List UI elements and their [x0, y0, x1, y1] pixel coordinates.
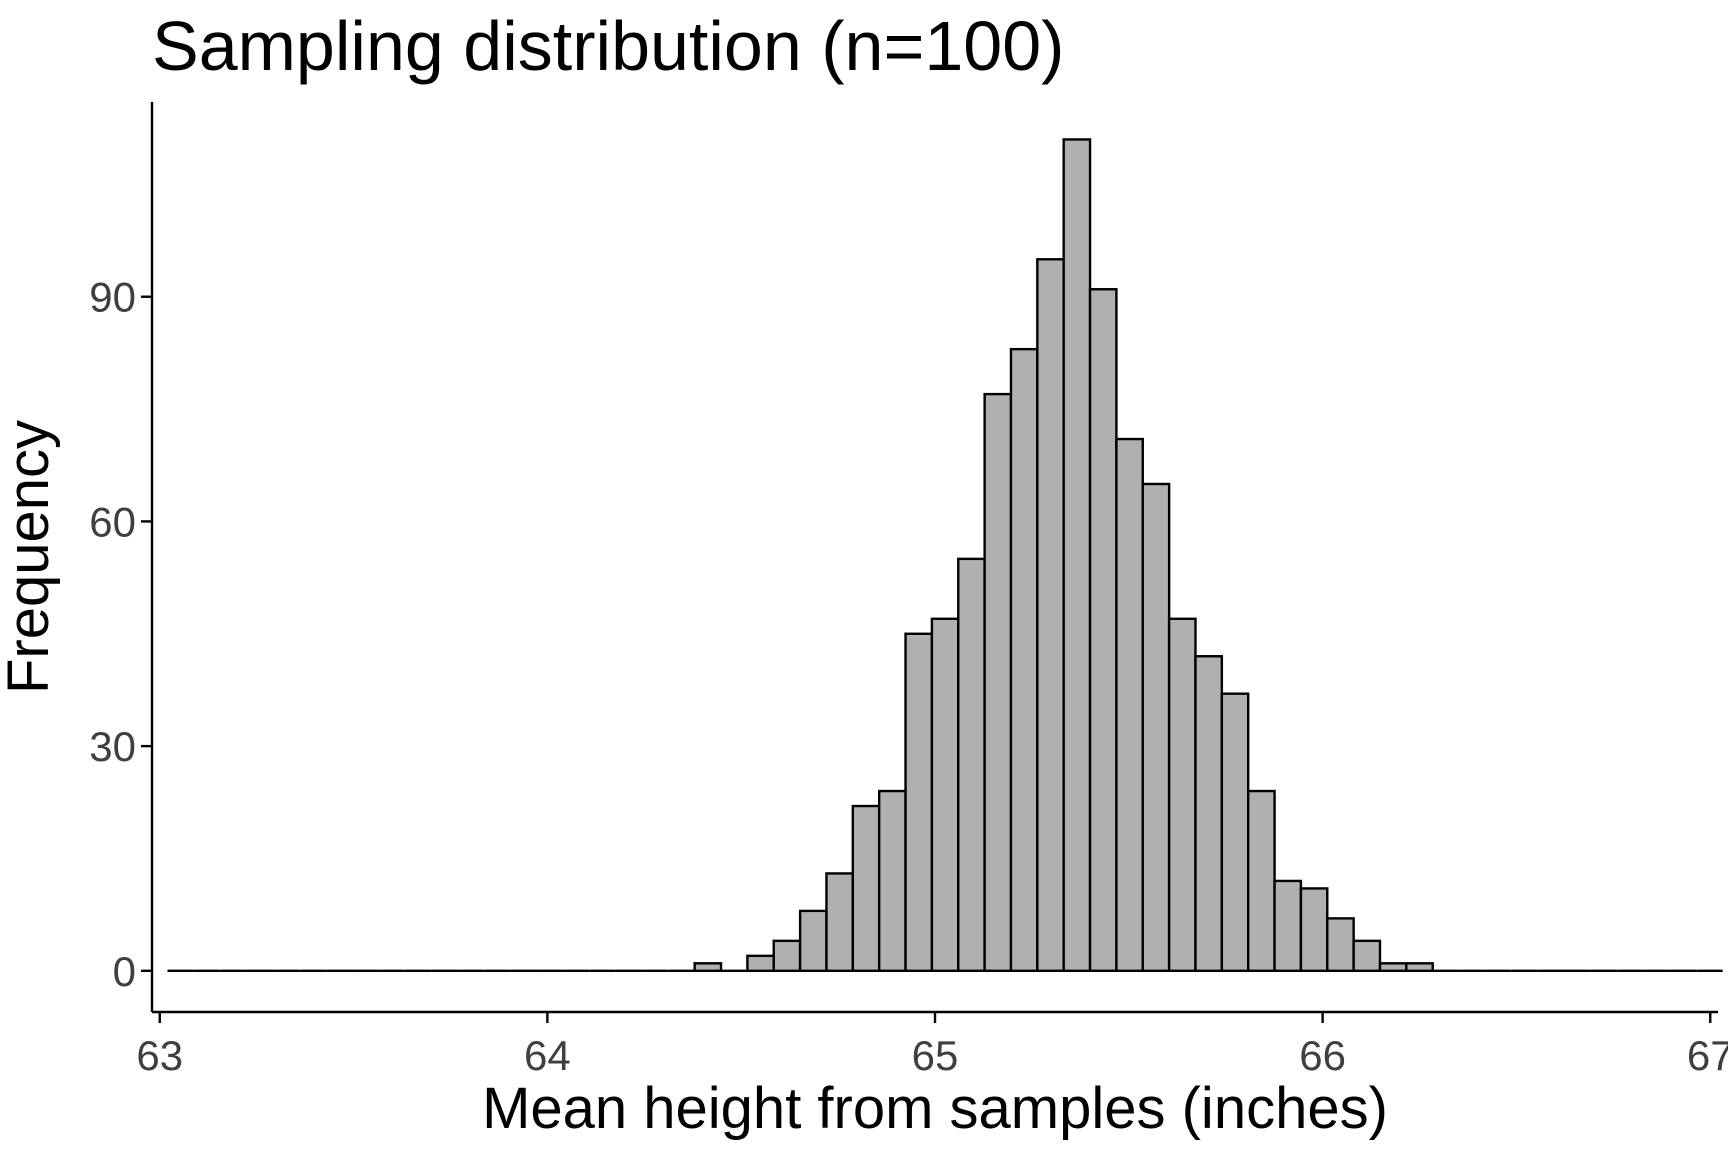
x-tick-label: 64	[524, 1032, 571, 1079]
histogram-bar	[746, 954, 775, 973]
histogram-bar	[1220, 692, 1250, 973]
x-tick-label: 67	[1687, 1032, 1728, 1079]
x-axis-ticks: 63 64 65 66 67	[136, 1012, 1728, 1079]
histogram-bar	[1246, 789, 1276, 972]
histogram-bar	[957, 557, 986, 972]
histogram-bar	[693, 962, 723, 973]
histogram-bar	[1378, 962, 1408, 973]
histogram-bar	[877, 789, 907, 972]
histogram-bar	[1273, 879, 1303, 973]
y-tick-label: 60	[89, 498, 136, 545]
x-tick-label: 63	[136, 1032, 183, 1079]
y-tick-label: 0	[113, 948, 136, 995]
histogram-bar	[1088, 288, 1118, 972]
y-tick-label: 90	[89, 274, 136, 321]
y-tick-label: 30	[89, 723, 136, 770]
x-tick-label: 66	[1299, 1032, 1346, 1079]
y-axis-title: Frequency	[0, 420, 61, 694]
histogram-bar	[1062, 138, 1092, 973]
x-tick-label: 65	[912, 1032, 959, 1079]
histogram-bar	[904, 632, 934, 973]
histogram-bar	[825, 872, 855, 973]
histogram-bar	[1352, 939, 1382, 973]
histogram-bar	[1299, 887, 1329, 973]
histogram-bar	[1141, 482, 1171, 973]
histogram-bar	[798, 909, 828, 973]
histogram-bars	[167, 138, 1723, 973]
histogram-bar	[930, 617, 960, 973]
histogram-bar	[1326, 917, 1355, 973]
y-axis-ticks: 0 30 60 90	[89, 274, 152, 995]
histogram-bar	[1405, 962, 1434, 973]
histogram-bar	[1194, 655, 1224, 973]
chart-title: Sampling distribution (n=100)	[152, 7, 1064, 85]
histogram-bar	[983, 392, 1013, 973]
histogram-bar	[1115, 437, 1144, 973]
histogram-bar	[1036, 258, 1065, 973]
histogram-bar	[851, 804, 881, 973]
histogram-bar	[1167, 617, 1197, 973]
x-axis-title: Mean height from samples (inches)	[482, 1076, 1388, 1141]
histogram-bar	[772, 939, 802, 973]
histogram-bar	[1009, 347, 1039, 973]
